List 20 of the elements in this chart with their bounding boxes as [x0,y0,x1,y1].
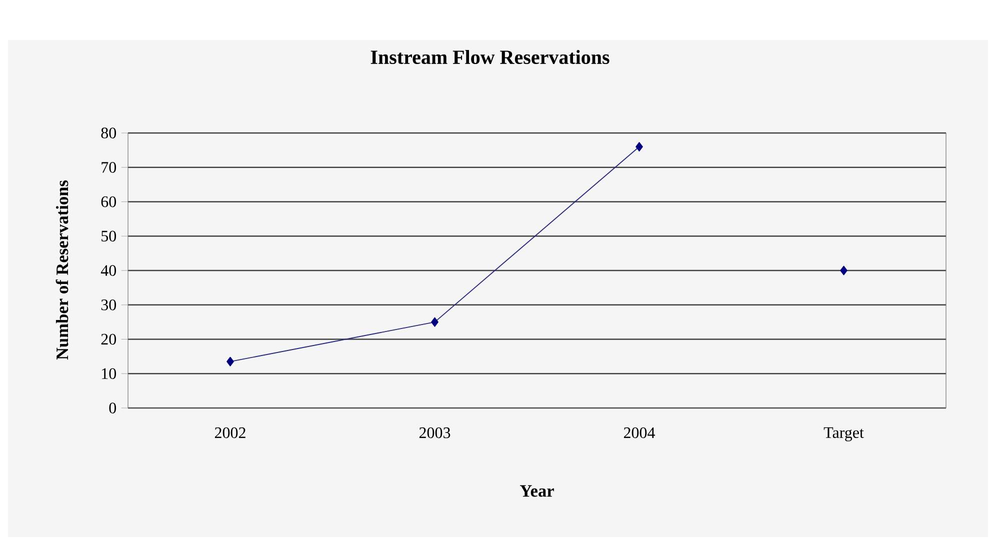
chart-title: Instream Flow Reservations [370,50,610,64]
x-tick-label: 2003 [419,427,450,438]
point [636,142,643,152]
y-tick-label: 0 [109,402,116,414]
y-tick-label: 20 [101,334,116,345]
y-tick-label: 30 [101,299,116,310]
point [226,356,234,366]
x-axis-title: Year [520,485,554,497]
y-tick-label: 60 [101,196,116,208]
x-tick-label: 2004 [624,427,656,438]
y-tick-label: 40 [100,265,116,276]
y-tick-label: 50 [102,230,116,242]
point [431,317,438,327]
y-tick-label: 70 [102,162,116,173]
y-tick-label: 80 [101,128,116,138]
y-axis-title: Number of Reservations [56,180,68,360]
y-tick-label: 10 [102,368,116,380]
point [840,266,848,276]
x-tick-label: Target [824,427,864,442]
x-tick-label: 2002 [214,427,246,438]
